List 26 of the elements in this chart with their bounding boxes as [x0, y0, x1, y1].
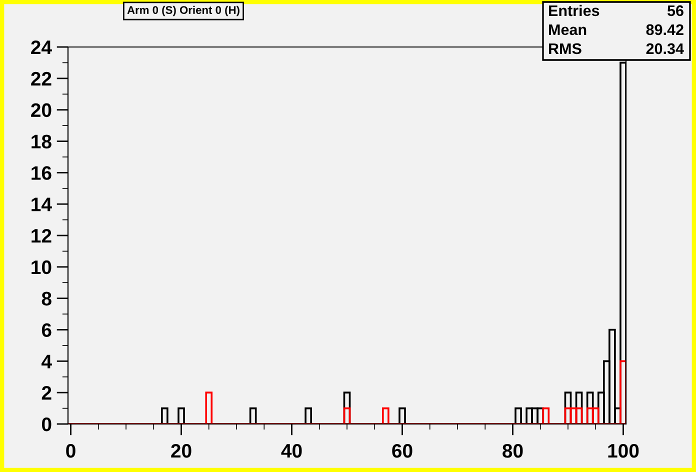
x-tick-label: 100 — [608, 444, 639, 458]
y-tick-label: 16 — [32, 166, 52, 180]
y-tick-label: 24 — [31, 40, 52, 54]
x-tick-label: 20 — [171, 444, 192, 458]
text: Mean — [549, 24, 586, 36]
x-tick-label: 0 — [66, 444, 76, 458]
annotation: RMS — [549, 43, 582, 54]
text: 89.42 — [646, 24, 684, 36]
y-tick-label: 2 — [42, 386, 52, 400]
text: Entries — [549, 4, 600, 16]
y-tick-label: 8 — [42, 292, 52, 306]
y-tick-label: 18 — [32, 134, 52, 148]
x-tick-label: 80 — [502, 444, 523, 458]
y-tick-label: 0 — [42, 417, 52, 432]
y-tick-label: 4 — [42, 354, 52, 368]
y-tick-label: 14 — [32, 198, 52, 212]
y-tick-label: 10 — [32, 260, 52, 274]
text: 20.34 — [646, 43, 684, 54]
x-tick-label: 40 — [281, 444, 302, 458]
text: 56 — [667, 5, 684, 16]
y-tick-label: 22 — [31, 72, 52, 86]
y-tick-label: 20 — [31, 103, 52, 118]
y-tick-label: 6 — [42, 323, 52, 337]
chart-title: Arm 0 (S) Orient 0 (H) — [127, 6, 240, 16]
y-tick-label: 12 — [32, 228, 52, 243]
x-tick-label: 60 — [392, 444, 412, 458]
